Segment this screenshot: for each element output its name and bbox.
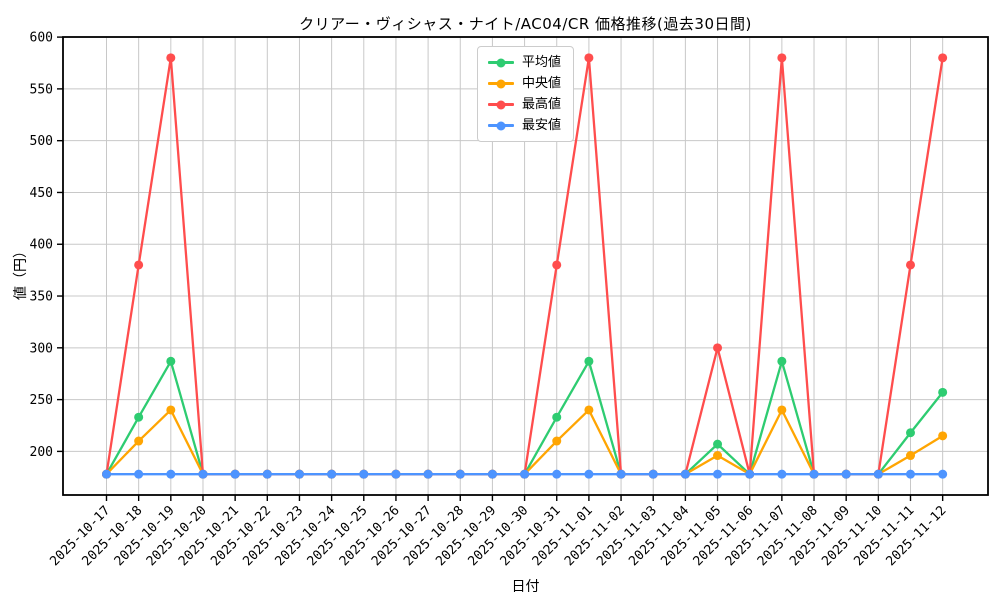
x-axis-label: 日付	[511, 579, 540, 595]
legend-marker-min-icon	[488, 121, 514, 130]
data-point-average	[777, 356, 787, 366]
data-point-min	[873, 469, 883, 479]
y-tick-label: 200	[30, 445, 53, 460]
legend-dot-median-icon	[496, 79, 506, 88]
legend-item-average: 平均値	[488, 54, 561, 71]
data-point-max	[584, 53, 594, 63]
y-tick-label: 400	[30, 238, 53, 253]
legend-label-median: 中央値	[522, 76, 562, 91]
legend-marker-max-icon	[488, 100, 514, 109]
data-point-median	[134, 436, 144, 446]
data-point-median	[166, 405, 176, 415]
legend-marker-median-icon	[488, 79, 514, 88]
data-point-min	[906, 469, 915, 479]
data-point-max	[552, 260, 562, 270]
data-point-median	[713, 451, 723, 461]
plot-border	[62, 36, 989, 496]
data-point-max	[166, 53, 176, 63]
data-point-min	[391, 469, 401, 479]
data-point-min	[809, 469, 819, 479]
data-point-max	[713, 343, 723, 353]
data-point-average	[552, 412, 562, 422]
data-point-median	[584, 405, 594, 415]
data-point-min	[938, 469, 948, 479]
data-point-min	[841, 469, 851, 479]
data-point-min	[648, 469, 658, 479]
legend-item-max: 最高値	[488, 96, 561, 113]
data-point-max	[906, 260, 915, 270]
y-tick-label: 550	[30, 82, 53, 97]
data-point-median	[777, 405, 787, 415]
data-point-min	[327, 469, 337, 479]
y-tick-label: 450	[30, 186, 53, 201]
legend-item-median: 中央値	[488, 75, 561, 92]
y-tick-label: 250	[30, 393, 53, 408]
data-point-min	[455, 469, 465, 479]
data-point-max	[777, 53, 787, 63]
data-point-min	[359, 469, 369, 479]
legend-dot-max-icon	[496, 100, 506, 109]
data-point-average	[134, 412, 144, 422]
data-point-average	[713, 439, 723, 449]
data-point-min	[102, 469, 111, 479]
data-point-min	[487, 469, 497, 479]
y-tick-label: 500	[30, 134, 53, 149]
legend: 平均値中央値最高値最安値	[477, 46, 575, 142]
legend-label-max: 最高値	[522, 97, 562, 112]
data-point-average	[166, 356, 176, 366]
legend-label-min: 最安値	[522, 118, 562, 133]
data-point-min	[230, 469, 240, 479]
data-point-median	[906, 451, 915, 461]
data-point-average	[906, 428, 915, 438]
data-point-average	[584, 356, 594, 366]
data-point-min	[134, 469, 144, 479]
data-point-min	[680, 469, 690, 479]
y-tick-label: 600	[30, 31, 53, 46]
data-point-min	[262, 469, 272, 479]
data-point-min	[198, 469, 208, 479]
data-point-min	[520, 469, 530, 479]
data-point-min	[745, 469, 755, 479]
axis-ticks	[57, 36, 944, 501]
data-point-min	[584, 469, 594, 479]
data-point-min	[713, 469, 723, 479]
data-point-min	[552, 469, 562, 479]
chart-title: クリアー・ヴィシャス・ナイト/AC04/CR 価格推移(過去30日間)	[299, 15, 752, 33]
legend-dot-min-icon	[496, 121, 506, 130]
data-point-max	[134, 260, 144, 270]
data-point-median	[938, 431, 948, 441]
x-tick-labels: 2025-10-172025-10-182025-10-192025-10-20…	[47, 503, 949, 569]
data-point-min	[423, 469, 433, 479]
y-tick-label: 300	[30, 341, 53, 356]
legend-label-average: 平均値	[522, 55, 562, 70]
data-point-min	[166, 469, 176, 479]
data-point-max	[938, 53, 948, 63]
y-axis-label: 値（円）	[13, 244, 29, 300]
data-point-average	[938, 387, 948, 397]
data-point-min	[777, 469, 787, 479]
data-point-min	[294, 469, 304, 479]
y-tick-label: 350	[30, 290, 53, 305]
y-tick-labels: 200 250 300 350 400 450 500 550 600	[30, 31, 53, 460]
legend-item-min: 最安値	[488, 117, 561, 134]
gridlines	[63, 36, 988, 495]
legend-dot-average-icon	[496, 58, 506, 67]
series-min	[102, 469, 948, 479]
legend-marker-average-icon	[488, 58, 514, 67]
data-point-median	[552, 436, 562, 446]
data-point-min	[616, 469, 626, 479]
